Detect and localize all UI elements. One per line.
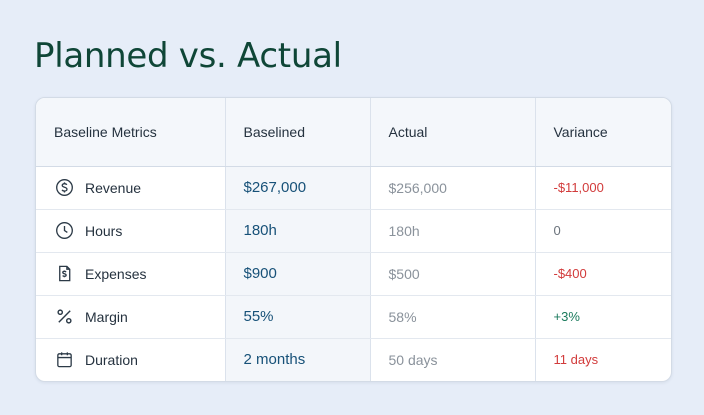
variance-value: -$400 <box>535 252 671 296</box>
table-row: Expenses $900 $500 -$400 <box>36 252 671 296</box>
metric-cell: Hours <box>36 209 226 253</box>
calendar-icon <box>54 350 74 370</box>
baselined-value: $900 <box>225 252 371 296</box>
header-actual: Actual <box>370 98 536 167</box>
baselined-value: 2 months <box>225 338 371 381</box>
variance-value: +3% <box>535 295 671 339</box>
page-title: Planned vs. Actual <box>34 36 342 76</box>
metric-label: Revenue <box>85 179 142 196</box>
header-variance: Variance <box>535 98 671 167</box>
metric-cell: Duration <box>36 338 226 381</box>
metric-label: Hours <box>85 222 123 239</box>
metric-cell: Expenses <box>36 252 226 296</box>
baselined-value: 180h <box>225 209 371 253</box>
metric-label: Duration <box>85 351 138 368</box>
header-baselined: Baselined <box>225 98 371 167</box>
actual-value: 180h <box>370 209 536 253</box>
table-row: Duration 2 months 50 days 11 days <box>36 338 671 381</box>
baselined-value: 55% <box>225 295 371 339</box>
table-header-row: Baseline Metrics Baselined Actual Varian… <box>36 98 671 167</box>
clock-icon <box>54 221 74 241</box>
dollar-circle-icon <box>54 178 74 198</box>
variance-value: 0 <box>535 209 671 253</box>
variance-value: -$11,000 <box>535 166 671 210</box>
metric-label: Expenses <box>85 265 147 282</box>
receipt-icon <box>54 264 74 284</box>
metrics-table: Baseline Metrics Baselined Actual Varian… <box>36 98 671 381</box>
actual-value: $500 <box>370 252 536 296</box>
variance-value: 11 days <box>553 352 599 368</box>
actual-value: $256,000 <box>370 166 536 210</box>
actual-value: 50 days <box>370 338 536 381</box>
table-row: Margin 55% 58% +3% <box>36 295 671 339</box>
table-row: Hours 180h 180h 0 <box>36 209 671 253</box>
baselined-value: $267,000 <box>225 166 371 210</box>
percent-icon <box>54 307 74 327</box>
metric-cell: Revenue <box>36 166 226 210</box>
metrics-card: Baseline Metrics Baselined Actual Varian… <box>35 97 672 382</box>
table-row: Revenue $267,000 $256,000 -$11,000 <box>36 166 671 210</box>
header-baseline-metrics: Baseline Metrics <box>36 98 226 167</box>
metric-cell: Margin <box>36 295 226 339</box>
metric-label: Margin <box>85 308 128 325</box>
actual-value: 58% <box>370 295 536 339</box>
